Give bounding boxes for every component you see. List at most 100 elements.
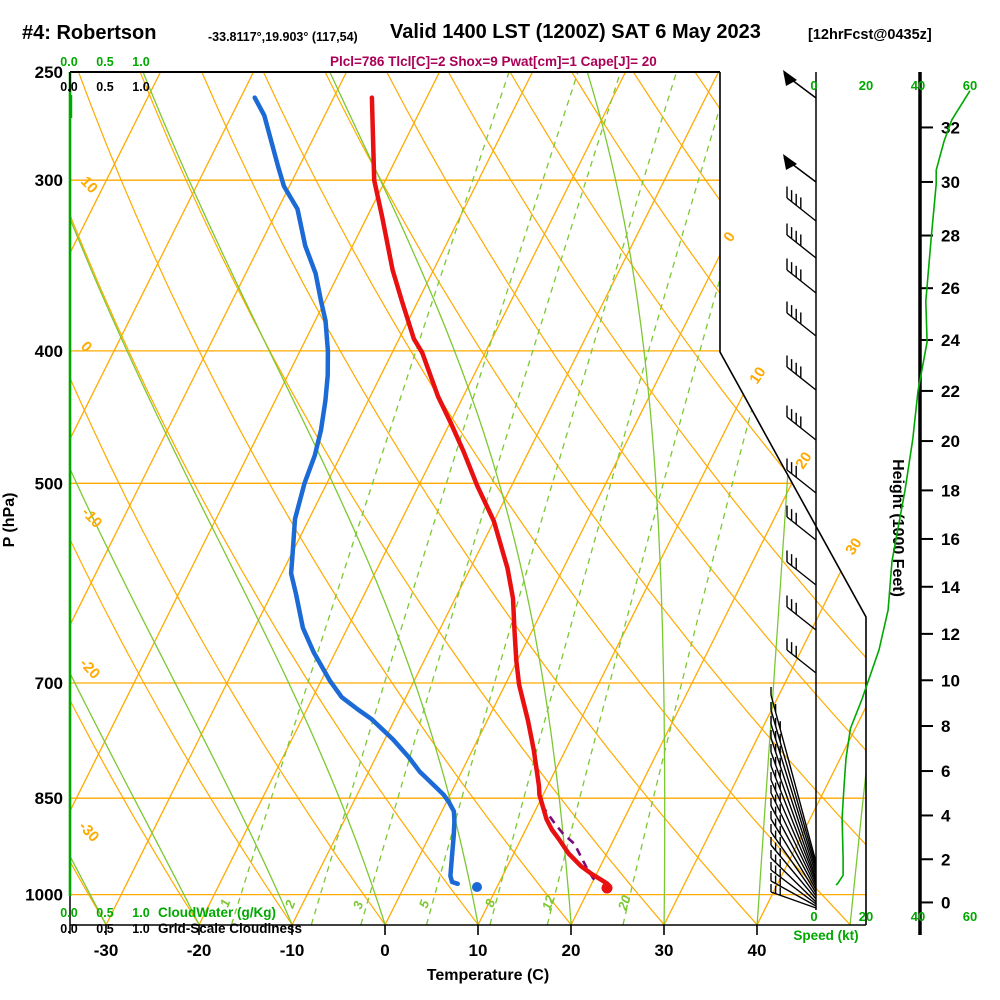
height-tick-label: 28 xyxy=(941,227,960,246)
moist-adiabats xyxy=(70,72,866,926)
height-tick-label: 26 xyxy=(941,279,960,298)
pressure-tick-label: 250 xyxy=(35,63,63,82)
dry-adiabats xyxy=(70,72,866,926)
cloudiness-scale-tick: 1.0 xyxy=(132,80,149,94)
height-tick-label: 0 xyxy=(941,893,950,912)
temperature-tick-label: 10 xyxy=(469,941,488,960)
pressure-tick-label: 500 xyxy=(35,474,63,493)
cloudiness-scale-tick: 0.0 xyxy=(60,80,77,94)
background-gridlines xyxy=(70,72,866,926)
isotherm-label: 0 xyxy=(720,229,739,245)
temperature-tick-label: 40 xyxy=(748,941,767,960)
pressure-tick-label: 700 xyxy=(35,674,63,693)
cloudwater-label: CloudWater (g/Kg) xyxy=(158,905,276,920)
cloudiness-scale-tick: 0.0 xyxy=(60,922,77,936)
cloudiness-label: Grid-Scale Cloudiness xyxy=(158,921,302,936)
temperature-tick-label: -10 xyxy=(280,941,305,960)
mixing-ratio-label: 8 xyxy=(482,896,499,909)
speed-tick-label: 20 xyxy=(859,78,873,93)
mixing-ratio-label: 1 xyxy=(217,897,234,909)
cloudwater-scale-tick: 0.0 xyxy=(60,55,77,69)
mixing-ratio-label: 20 xyxy=(614,893,634,913)
speed-tick-label: 40 xyxy=(911,909,925,924)
speed-tick-label: 0 xyxy=(810,78,817,93)
temperature-tick-label: 30 xyxy=(655,941,674,960)
wind-speed-curve xyxy=(835,90,971,886)
pressure-tick-label: 850 xyxy=(35,789,63,808)
speed-tick-label: 40 xyxy=(911,78,925,93)
mixing-ratio-lines xyxy=(230,72,844,925)
speed-tick-label: 0 xyxy=(810,909,817,924)
dry-adiabat-label: 0 xyxy=(77,338,95,356)
mixing-ratio-label: 2 xyxy=(281,897,298,911)
pressure-tick-label: 400 xyxy=(35,342,63,361)
cloudwater-scale-tick: 1.0 xyxy=(132,55,149,69)
cloudwater-scale-tick: 1.0 xyxy=(132,906,149,920)
dry-adiabat-label: -20 xyxy=(76,655,103,682)
isotherm-label: 10 xyxy=(746,364,769,387)
height-tick-label: 20 xyxy=(941,432,960,451)
pennant-50kt xyxy=(783,70,797,86)
temperature-tick-label: 20 xyxy=(562,941,581,960)
temperature-tick-label: -20 xyxy=(187,941,212,960)
pressure-tick-label: 1000 xyxy=(25,886,63,905)
cloudiness-scale-tick: 1.0 xyxy=(132,922,149,936)
height-tick-label: 14 xyxy=(941,578,960,597)
speed-axis-title: Speed (kt) xyxy=(793,928,858,943)
height-tick-label: 16 xyxy=(941,530,960,549)
speed-tick-label: 20 xyxy=(859,909,873,924)
wind-barbs xyxy=(770,70,817,910)
dry-adiabat-label: -30 xyxy=(75,818,102,845)
height-tick-label: 24 xyxy=(941,331,960,350)
cloudiness-scale-tick: 0.5 xyxy=(96,922,113,936)
pressure-tick-labels: 250 300 400 500 700 850 1000 P (hPa) xyxy=(1,63,63,905)
dry-adiabat-label: 10 xyxy=(77,173,101,197)
height-tick-label: 6 xyxy=(941,762,950,781)
sounding-parameters: Plcl=786 Tlcl[C]=2 Shox=9 Pwat[cm]=1 Cap… xyxy=(330,54,657,69)
height-tick-label: 10 xyxy=(941,671,960,690)
temperature-curve xyxy=(369,95,610,887)
isotherm-label: 30 xyxy=(842,535,865,558)
temperature-tick-labels: -30 -20 -10 0 10 20 30 40 Temperature (C) xyxy=(94,925,767,984)
cloudwater-scales: 0.0 0.0 0.0 0.0 0.5 0.5 0.5 0.5 1.0 1.0 1.0 1.0 Clou… xyxy=(60,55,302,936)
pressure-gridlines xyxy=(70,179,866,896)
sounding-curves xyxy=(252,95,613,894)
cloudwater-scale-tick: 0.0 xyxy=(60,906,77,920)
speed-tick-label: 60 xyxy=(963,909,977,924)
height-tick-label: 30 xyxy=(941,173,960,192)
mixing-ratio-label: 5 xyxy=(416,897,433,910)
station-title: #4: Robertson xyxy=(22,22,157,44)
mixing-ratio-label: 12 xyxy=(539,893,558,912)
cloudwater-scale-tick: 0.5 xyxy=(96,906,113,920)
station-coords: -33.8117°,19.903° (117,54) xyxy=(208,30,358,44)
pressure-axis-title: P (hPa) xyxy=(1,493,18,548)
mixing-ratio-label: 3 xyxy=(350,898,367,911)
cloudwater-scale-tick: 0.5 xyxy=(96,55,113,69)
cloudiness-scale-tick: 0.5 xyxy=(96,80,113,94)
pennant-50kt xyxy=(783,154,797,170)
speed-tick-label: 60 xyxy=(963,78,977,93)
forecast-tag: [12hrFcst@0435z] xyxy=(808,27,932,43)
height-tick-label: 32 xyxy=(941,118,960,137)
height-tick-label: 22 xyxy=(941,382,960,401)
height-tick-label: 18 xyxy=(941,481,960,500)
height-tick-label: 2 xyxy=(941,850,950,869)
temperature-tick-label: -30 xyxy=(94,941,119,960)
valid-time-title: Valid 1400 LST (1200Z) SAT 6 May 2023 xyxy=(390,21,761,43)
temperature-tick-label: 0 xyxy=(380,941,389,960)
dewpoint-curve xyxy=(252,95,460,887)
pressure-tick-label: 300 xyxy=(35,171,63,190)
height-tick-label: 12 xyxy=(941,625,960,644)
surface-dewpoint-dot xyxy=(472,882,482,892)
temperature-axis-title: Temperature (C) xyxy=(427,967,549,984)
dry-adiabat-label: -10 xyxy=(78,504,105,531)
plot-border xyxy=(68,71,867,934)
height-tick-label: 4 xyxy=(941,806,951,825)
surface-temperature-dot xyxy=(601,882,613,894)
height-tick-label: 8 xyxy=(941,717,950,736)
